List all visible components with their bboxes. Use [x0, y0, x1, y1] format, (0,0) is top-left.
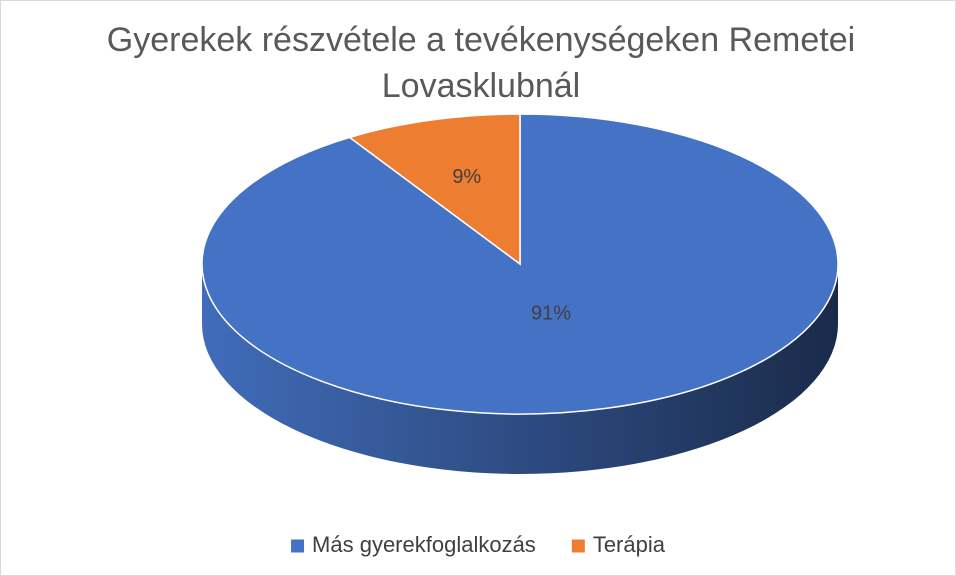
- pie-slice: [347, 113, 521, 266]
- legend-label: Terápia: [593, 532, 666, 557]
- legend-swatch: [291, 539, 305, 553]
- legend-label: Más gyerekfoglalkozás: [312, 532, 536, 557]
- pie-side: [202, 264, 838, 474]
- legend-swatch: [571, 539, 585, 553]
- data-label: 9%: [452, 166, 481, 188]
- chart-title: Gyerekek részvétele a tevékenységeken Re…: [106, 21, 856, 105]
- data-label: 91%: [531, 303, 571, 325]
